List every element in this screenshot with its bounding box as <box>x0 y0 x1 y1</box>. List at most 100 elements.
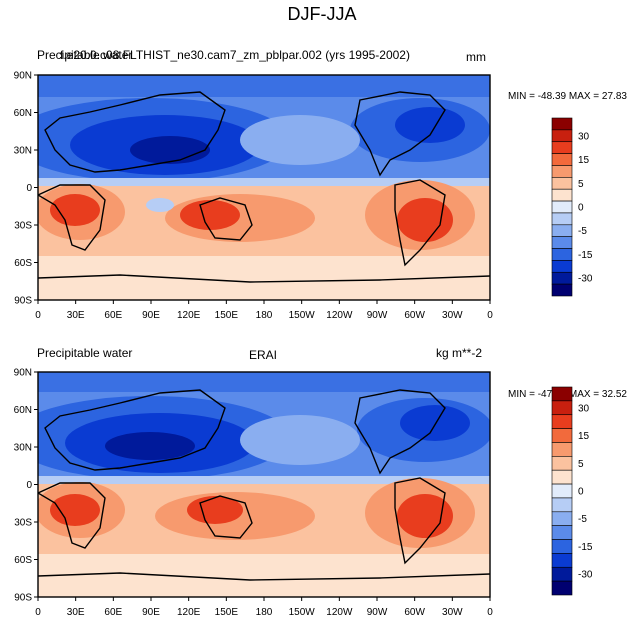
panel1-colorbar-label: -5 <box>578 226 587 237</box>
panel1-colorbar-swatch <box>551 260 573 273</box>
panel1-lon-label: 60E <box>104 310 122 321</box>
panel2-lon-label: 120E <box>177 607 201 618</box>
panel2-lon-label: 60E <box>104 607 122 618</box>
panel2-colorbar-swatch <box>551 456 573 471</box>
panel1-center-label: f.e20.0.c08.FLTHIST_ne30.cam7_zm_pblpar.… <box>60 48 410 62</box>
panel2-lat-label: 30N <box>14 443 32 454</box>
panel2-units: kg m**-2 <box>436 346 483 360</box>
panel2-lon-label: 60W <box>404 607 425 618</box>
panel1-colorbar-swatch <box>551 248 573 261</box>
panel2-left-label: Precipitable water <box>37 346 133 360</box>
panel2-colorbar-swatch <box>551 414 573 429</box>
panel1-colorbar-swatch <box>551 153 573 166</box>
panel2-lon-label: 150W <box>289 607 316 618</box>
panel2-colorbar-swatch <box>551 428 573 443</box>
panel1-colorbar-swatch <box>551 271 573 285</box>
panel2-lon-label: 0 <box>487 607 493 618</box>
panel2-colorbar-label: 5 <box>578 459 584 470</box>
panel1-colorbar-swatch <box>551 200 573 214</box>
panel1-colorbar-label: 30 <box>578 131 590 142</box>
panel2-lon-label: 30E <box>67 607 85 618</box>
panel1-lon-label: 90W <box>367 310 388 321</box>
panel1-lat-label: 30S <box>14 221 32 232</box>
panel1-lon-label: 30W <box>442 310 463 321</box>
panel2-colorbar-swatch <box>551 483 573 499</box>
panel1-coastlines <box>38 91 490 283</box>
panel1-lat-label: 90S <box>14 296 32 307</box>
panel1-colorbar-swatch <box>551 177 573 190</box>
panel2-colorbar-label: 0 <box>578 487 584 498</box>
panel2-lon-label: 30W <box>442 607 463 618</box>
panel2-colorbar-swatch <box>551 525 573 540</box>
panel1-colorbar-label: -30 <box>578 274 593 285</box>
panel2-center-label: ERAI <box>249 348 278 362</box>
panel1-colorbar-swatch <box>551 212 573 226</box>
panel2-colorbar-swatch <box>551 442 573 457</box>
panel2-coastlines <box>38 389 490 581</box>
panel1-lon-label: 120W <box>326 310 353 321</box>
panel1-units: mm <box>466 50 486 64</box>
panel1-lon-label: 0 <box>35 310 41 321</box>
panel1-lat-label: 60N <box>14 108 32 119</box>
panel1-colorbar-label: -15 <box>578 250 593 261</box>
panel2-colorbar-label: -30 <box>578 570 593 581</box>
panel1-colorbar-swatch <box>551 188 573 202</box>
panel1-lat-label: 30N <box>14 146 32 157</box>
panel1-lon-label: 30E <box>67 310 85 321</box>
panel1-lat-label: 90N <box>14 71 32 82</box>
panel2-colorbar-swatch <box>551 580 573 596</box>
panel2-colorbar: 30 15 5 0 -5 -15 -30 <box>551 386 593 596</box>
panel2-lat-label: 30S <box>14 518 32 529</box>
panel2-lon-label: 90E <box>142 607 160 618</box>
panel2-lon-label: 90W <box>367 607 388 618</box>
panel1-lon-label: 150E <box>215 310 239 321</box>
panel2-lon-label: 120W <box>326 607 353 618</box>
panel1-colorbar-label: 15 <box>578 155 590 166</box>
panel2-colorbar-swatch <box>551 566 573 582</box>
panel1-left-label: Precipitable water <box>37 48 133 62</box>
panel1-lat-label: 60S <box>14 258 32 269</box>
panel1-colorbar: 30 15 5 0 -5 -15 -30 <box>551 117 593 297</box>
panel1-lon-label: 150W <box>289 310 316 321</box>
panel1-lon-label: 180 <box>256 310 273 321</box>
panel1-colorbar-swatch <box>551 141 573 154</box>
panel2-colorbar-swatch <box>551 386 573 402</box>
panel1-stats: MIN = -48.39 MAX = 27.83 <box>508 91 627 102</box>
panel2-colorbar-label: -15 <box>578 542 593 553</box>
panel2-lat-label: 60S <box>14 555 32 566</box>
panel1-colorbar-swatch <box>551 224 573 237</box>
panel2-colorbar-swatch <box>551 553 573 568</box>
panel1-lon-label: 60W <box>404 310 425 321</box>
panel2-lon-label: 150E <box>215 607 239 618</box>
panel2-colorbar-label: 15 <box>578 431 590 442</box>
panel1-colorbar-swatch <box>551 165 573 178</box>
panel1-lon-label: 120E <box>177 310 201 321</box>
panel1-colorbar-swatch <box>551 129 573 143</box>
panel2-colorbar-swatch <box>551 497 573 513</box>
panel2-colorbar-swatch <box>551 400 573 416</box>
panel2-lat-label: 0 <box>26 480 32 491</box>
panel1-contours <box>38 75 490 300</box>
panel1-colorbar-swatch <box>551 283 573 297</box>
panel2-colorbar-label: -5 <box>578 514 587 525</box>
panel2-contours <box>38 372 490 597</box>
panel2-colorbar-swatch <box>551 469 573 485</box>
panel2-colorbar-swatch <box>551 511 573 526</box>
figure-title: DJF-JJA <box>287 4 357 24</box>
panel1-colorbar-label: 5 <box>578 179 584 190</box>
panel1-lon-label: 0 <box>487 310 493 321</box>
panel2-lat-label: 90S <box>14 593 32 604</box>
panel2-colorbar-swatch <box>551 539 573 554</box>
panel1-colorbar-swatch <box>551 236 573 249</box>
panel2-lat-label: 90N <box>14 368 32 379</box>
panel2-lon-label: 0 <box>35 607 41 618</box>
panel1-lat-label: 0 <box>26 183 32 194</box>
panel1-lon-label: 90E <box>142 310 160 321</box>
panel2-lat-label: 60N <box>14 405 32 416</box>
panel2-lon-label: 180 <box>256 607 273 618</box>
panel2-colorbar-label: 30 <box>578 403 590 414</box>
